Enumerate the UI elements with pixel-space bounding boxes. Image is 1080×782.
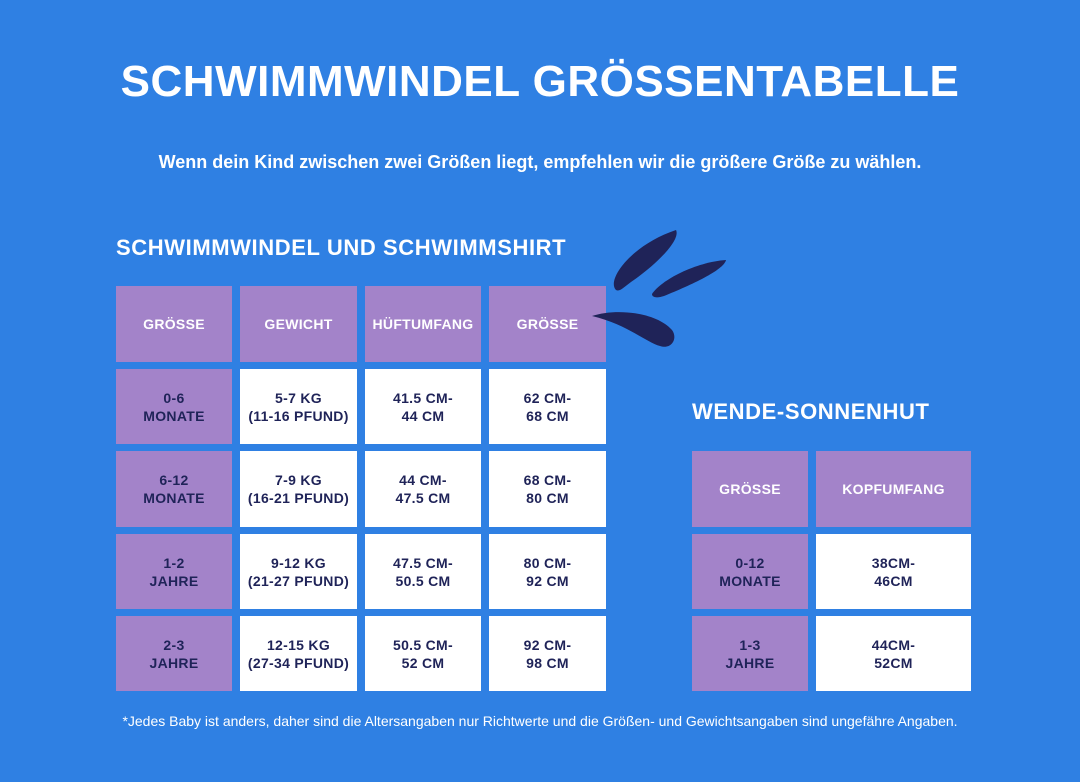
table-header-head-circumference: KOPFUMFANG — [816, 451, 971, 527]
table-cell-age: 0-6 MONATE — [116, 369, 232, 444]
table-cell-age: 1-3 JAHRE — [692, 616, 808, 691]
table-cell-height: 80 CM- 92 CM — [489, 534, 606, 609]
table-cell-age: 2-3 JAHRE — [116, 616, 232, 691]
table-cell-hip: 44 CM- 47.5 CM — [365, 451, 481, 527]
table-cell-head-circumference: 44CM- 52CM — [816, 616, 971, 691]
table-cell-height: 68 CM- 80 CM — [489, 451, 606, 527]
page-title: SCHWIMMWINDEL GRÖSSENTABELLE — [0, 54, 1080, 110]
footnote: *Jedes Baby ist anders, daher sind die A… — [122, 713, 958, 729]
water-splash-icon — [592, 230, 726, 347]
table-cell-age: 6-12 MONATE — [116, 451, 232, 527]
table-cell-hip: 41.5 CM- 44 CM — [365, 369, 481, 444]
table-header-hip: HÜFTUMFANG — [365, 286, 481, 362]
table-cell-weight: 7-9 KG (16-21 PFUND) — [240, 451, 357, 527]
title-part-1: SCHWIMMWINDEL — [120, 57, 521, 106]
table-cell-head-circumference: 38CM- 46CM — [816, 534, 971, 609]
table-cell-age: 0-12 MONATE — [692, 534, 808, 609]
table-cell-weight: 5-7 KG (11-16 PFUND) — [240, 369, 357, 444]
section-heading-sun-hat: WENDE-SONNENHUT — [692, 399, 930, 424]
table-header-weight: GEWICHT — [240, 286, 357, 362]
table-cell-hip: 50.5 CM- 52 CM — [365, 616, 481, 691]
title-part-2: GRÖSSENTABELLE — [532, 57, 960, 106]
table-header-height: GRÖSSE — [489, 286, 606, 362]
table-header-size: GRÖSSE — [116, 286, 232, 362]
table-cell-height: 92 CM- 98 CM — [489, 616, 606, 691]
table-cell-height: 62 CM- 68 CM — [489, 369, 606, 444]
table-header-size: GRÖSSE — [692, 451, 808, 527]
table-cell-hip: 47.5 CM- 50.5 CM — [365, 534, 481, 609]
page-subtitle: Wenn dein Kind zwischen zwei Größen lieg… — [158, 152, 922, 172]
table-cell-weight: 12-15 KG (27-34 PFUND) — [240, 616, 357, 691]
table-cell-age: 1-2 JAHRE — [116, 534, 232, 609]
section-heading-swim-diaper: SCHWIMMWINDEL UND SCHWIMMSHIRT — [116, 235, 567, 260]
table-cell-weight: 9-12 KG (21-27 PFUND) — [240, 534, 357, 609]
